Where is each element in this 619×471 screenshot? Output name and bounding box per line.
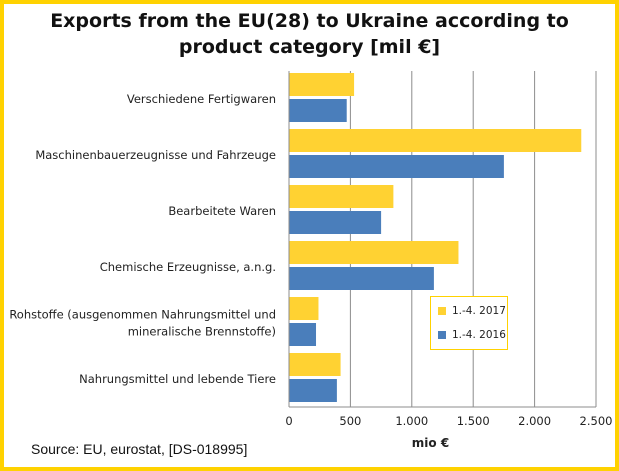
category-label: Rohstoffe (ausgenommen Nahrungsmittel un… — [9, 308, 276, 322]
chart-title-line-1: Exports from the EU(28) to Ukraine accor… — [50, 10, 569, 32]
x-axis-title: mio € — [412, 436, 449, 450]
category-label: mineralische Brennstoffe) — [128, 325, 276, 339]
chart-title: Exports from the EU(28) to Ukraine accor… — [0, 8, 619, 60]
category-label: Nahrungsmittel und lebende Tiere — [79, 372, 276, 386]
grid-lines — [349, 71, 597, 407]
legend: 1.-4. 2017 1.-4. 2016 — [430, 296, 508, 350]
bar-2017 — [289, 129, 582, 152]
bar-2016 — [289, 211, 382, 234]
bar-2016 — [289, 379, 337, 402]
bar-2017 — [289, 241, 459, 264]
legend-label-2016: 1.-4. 2016 — [452, 329, 506, 341]
bar-2016 — [289, 155, 504, 178]
x-tick-label: 1.000 — [395, 414, 428, 428]
legend-item-2016: 1.-4. 2016 — [438, 328, 506, 342]
legend-item-2017: 1.-4. 2017 — [438, 304, 506, 318]
bar-2017 — [289, 353, 341, 376]
bar-2017 — [289, 185, 394, 208]
chart-title-line-2: product category [mil €] — [178, 36, 441, 58]
category-label: Chemische Erzeugnisse, a.n.g. — [100, 260, 276, 274]
legend-swatch-2016 — [438, 331, 446, 339]
legend-label-2017: 1.-4. 2017 — [452, 305, 506, 317]
category-label: Maschinenbauerzeugnisse und Fahrzeuge — [35, 148, 276, 162]
category-labels: Verschiedene Fertigwaren Maschinenbauerze… — [9, 92, 276, 386]
x-tick-label: 0 — [285, 414, 292, 428]
category-label: Bearbeitete Waren — [168, 204, 276, 218]
bar-2016 — [289, 267, 434, 290]
bar-2017 — [289, 73, 355, 96]
x-tick-label: 2.500 — [580, 414, 613, 428]
source-note: Source: EU, eurostat, [DS-018995] — [31, 441, 248, 457]
bar-2017 — [289, 297, 319, 320]
bar-2016 — [289, 323, 317, 346]
x-tick-label: 500 — [339, 414, 361, 428]
x-tick-label: 2.000 — [518, 414, 551, 428]
bar-2016 — [289, 99, 347, 122]
bars — [289, 73, 582, 402]
category-label: Verschiedene Fertigwaren — [127, 92, 276, 106]
x-tick-label: 1.500 — [457, 414, 490, 428]
legend-swatch-2017 — [438, 307, 446, 315]
x-tick-labels: 0 500 1.000 1.500 2.000 2.500 — [285, 414, 612, 428]
